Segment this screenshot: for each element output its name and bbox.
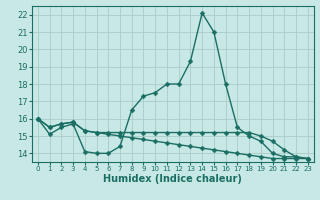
X-axis label: Humidex (Indice chaleur): Humidex (Indice chaleur) [103, 174, 242, 184]
